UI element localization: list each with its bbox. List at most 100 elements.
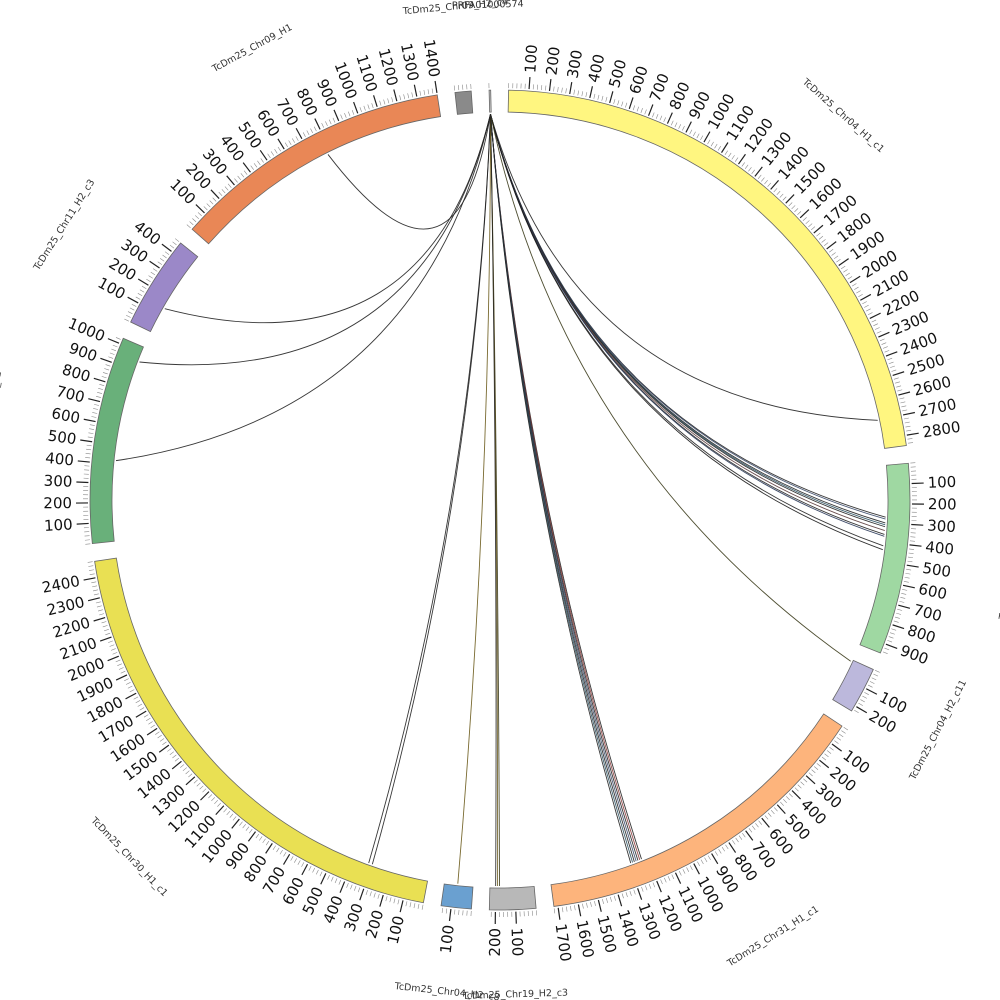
minor-tick xyxy=(105,364,111,367)
minor-tick xyxy=(242,824,246,829)
link-3 xyxy=(490,114,886,524)
minor-tick xyxy=(115,337,121,340)
minor-tick xyxy=(379,100,382,106)
minor-tick xyxy=(124,678,129,682)
minor-tick xyxy=(561,87,563,93)
minor-tick xyxy=(609,896,612,902)
minor-tick xyxy=(369,891,372,897)
minor-tick xyxy=(224,186,229,191)
minor-tick xyxy=(383,99,386,105)
minor-tick xyxy=(724,150,728,156)
minor-tick xyxy=(908,552,914,554)
minor-tick xyxy=(593,93,596,99)
major-tick xyxy=(885,643,898,649)
minor-tick xyxy=(876,330,882,334)
minor-tick xyxy=(780,801,784,806)
minor-tick xyxy=(169,244,175,249)
major-tick xyxy=(898,604,911,609)
minor-tick xyxy=(858,702,863,706)
minor-tick xyxy=(359,107,362,113)
minor-tick xyxy=(363,105,366,111)
major-tick xyxy=(210,189,220,199)
major-tick xyxy=(125,692,137,700)
major-tick xyxy=(83,418,96,423)
minor-tick xyxy=(99,384,105,386)
minor-tick xyxy=(308,866,312,871)
minor-tick xyxy=(193,779,198,784)
minor-tick xyxy=(297,860,301,865)
link-27 xyxy=(164,114,491,324)
minor-tick xyxy=(613,895,616,901)
minor-tick xyxy=(182,767,187,772)
minor-tick xyxy=(824,753,829,758)
minor-tick xyxy=(253,163,258,168)
minor-tick xyxy=(594,900,596,906)
minor-tick xyxy=(185,770,190,775)
minor-tick xyxy=(545,85,547,91)
tick-layer xyxy=(76,77,924,924)
minor-tick xyxy=(891,628,897,631)
minor-tick xyxy=(887,640,893,643)
minor-tick xyxy=(172,754,177,759)
minor-tick xyxy=(148,275,153,279)
minor-tick xyxy=(900,401,906,404)
minor-tick xyxy=(105,632,111,636)
minor-tick xyxy=(431,88,434,94)
minor-tick xyxy=(250,165,254,170)
minor-tick xyxy=(901,405,907,408)
minor-tick xyxy=(91,416,97,418)
minor-tick xyxy=(302,132,306,137)
major-tick xyxy=(372,95,378,107)
tick-label: 100 xyxy=(927,473,956,492)
minor-tick xyxy=(585,92,588,98)
chromosome-label-7: TcDm25_Chr11_H1_c1 xyxy=(0,370,4,477)
major-tick xyxy=(892,371,905,376)
minor-tick xyxy=(893,620,899,623)
minor-tick xyxy=(162,741,167,746)
major-tick xyxy=(878,331,890,338)
tick-label: 300 xyxy=(927,516,957,536)
link-16 xyxy=(490,114,635,863)
major-tick xyxy=(277,138,285,150)
minor-tick xyxy=(243,170,248,175)
minor-tick xyxy=(670,120,674,126)
minor-tick xyxy=(265,840,270,846)
major-tick xyxy=(282,853,291,865)
major-tick xyxy=(892,624,905,630)
minor-tick xyxy=(840,265,846,270)
minor-tick xyxy=(907,438,913,440)
minor-tick xyxy=(367,104,370,110)
minor-tick xyxy=(108,640,113,643)
minor-tick xyxy=(174,757,180,762)
minor-tick xyxy=(818,235,824,240)
minor-tick xyxy=(891,369,897,372)
link-2 xyxy=(490,114,886,520)
minor-tick xyxy=(157,261,163,265)
major-tick xyxy=(333,109,340,122)
minor-tick xyxy=(851,283,857,287)
minor-tick xyxy=(346,882,349,888)
minor-tick xyxy=(310,128,314,134)
minor-tick xyxy=(734,157,739,162)
minor-tick xyxy=(889,632,895,635)
minor-tick xyxy=(405,901,408,907)
minor-tick xyxy=(338,879,342,885)
minor-tick xyxy=(678,124,682,129)
minor-tick xyxy=(146,278,151,282)
link-18 xyxy=(490,114,632,864)
chromosome-label-5: TcDm25_Chr04_H2_c8 xyxy=(393,981,500,1000)
major-tick xyxy=(906,432,919,436)
minor-tick xyxy=(92,412,98,414)
tick-label: 100 xyxy=(507,927,526,956)
minor-tick xyxy=(902,409,908,412)
minor-tick xyxy=(751,169,755,174)
minor-tick xyxy=(744,164,749,170)
minor-tick xyxy=(875,670,880,673)
minor-tick xyxy=(270,151,275,156)
major-tick xyxy=(158,744,170,753)
tick-label: 900 xyxy=(898,641,931,668)
minor-tick xyxy=(110,648,116,651)
tick-label: 500 xyxy=(921,559,952,581)
link-28 xyxy=(327,114,491,230)
minor-tick xyxy=(126,315,131,318)
